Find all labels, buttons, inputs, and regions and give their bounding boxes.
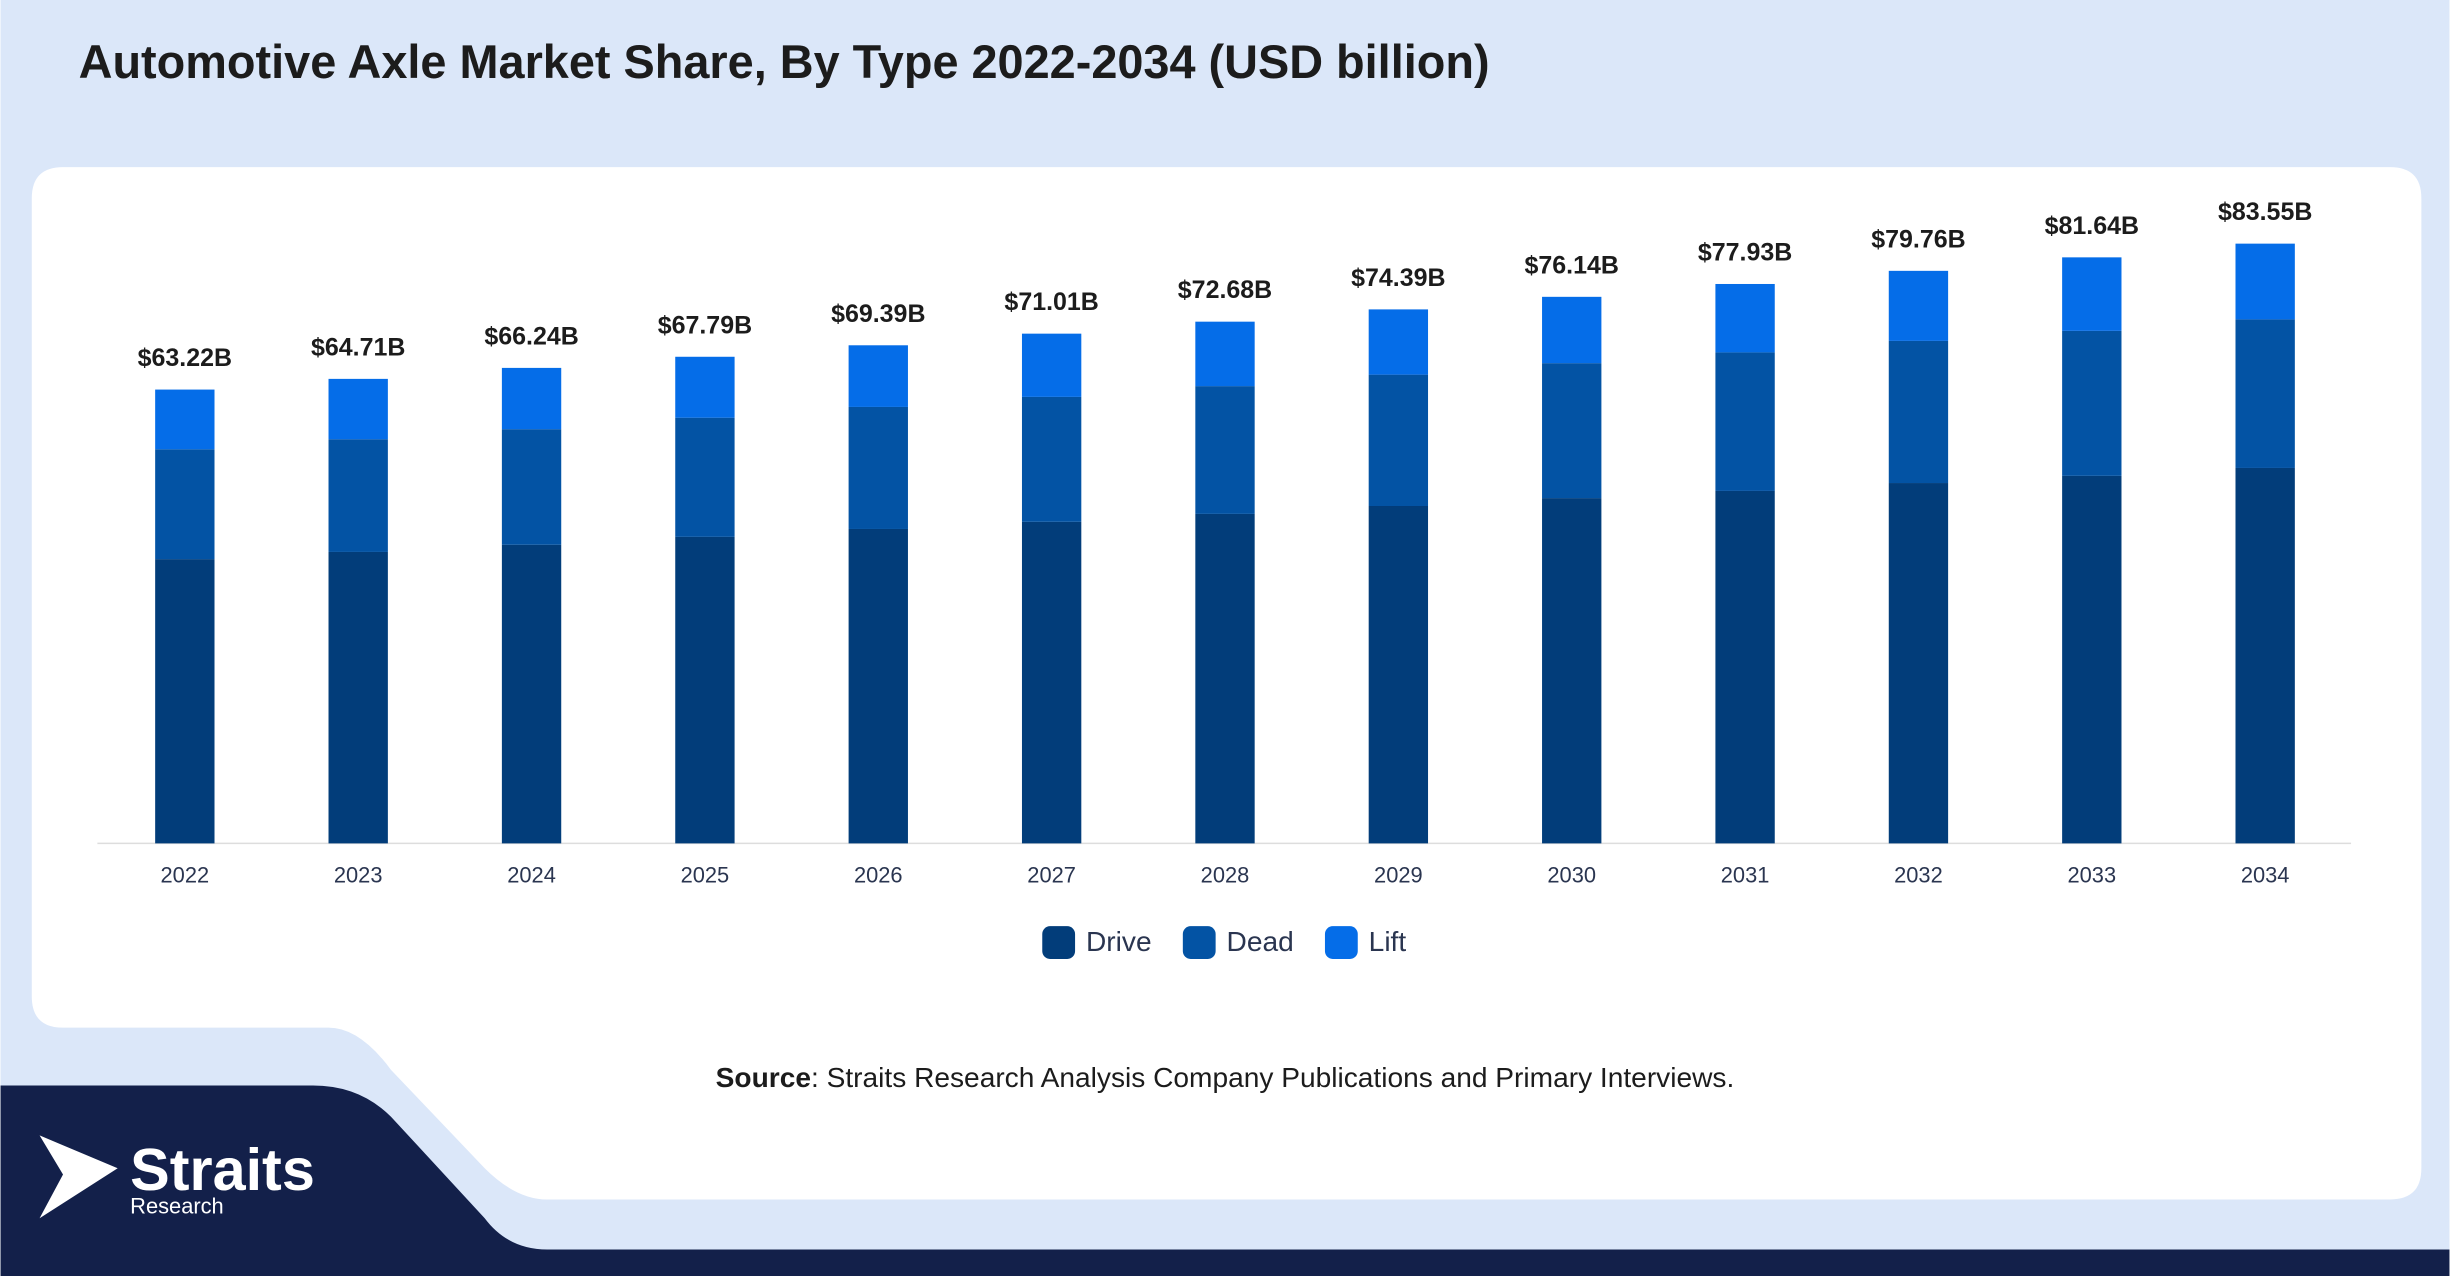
chart-title: Automotive Axle Market Share, By Type 20… <box>79 36 1490 88</box>
x-tick-label: 2024 <box>507 862 556 887</box>
bar-segment <box>2235 243 2295 320</box>
logo-icon <box>39 1135 118 1219</box>
footer-band <box>0 1085 2450 1276</box>
total-label: $63.22B <box>138 344 232 372</box>
x-tick-label: 2026 <box>854 862 903 887</box>
x-tick-label: 2034 <box>2241 862 2290 887</box>
x-tick-label: 2028 <box>1201 862 1250 887</box>
bar-segment <box>155 449 215 560</box>
bar-segment <box>1368 309 1429 375</box>
source-note: Source: Straits Research Analysis Compan… <box>716 1062 1735 1093</box>
total-label: $74.39B <box>1351 264 1445 292</box>
bar-segment <box>2062 330 2122 476</box>
bar-segment <box>2062 257 2122 331</box>
bar-segment <box>2235 467 2295 844</box>
bar-segment <box>501 429 562 545</box>
total-label: $69.39B <box>831 300 925 328</box>
total-label: $83.55B <box>2218 198 2312 226</box>
brand-name: Straits <box>130 1136 315 1203</box>
bar-segment <box>675 356 735 418</box>
x-tick-label: 2032 <box>1894 862 1943 887</box>
x-tick-label: 2023 <box>334 862 383 887</box>
source-label: Source <box>716 1062 811 1093</box>
bar-segment <box>328 378 388 440</box>
total-label: $72.68B <box>1178 276 1272 304</box>
bar-segment <box>1542 296 1602 364</box>
brand-sub: Research <box>130 1194 224 1219</box>
bar-segment <box>1021 396 1082 522</box>
bar-segment <box>675 536 735 844</box>
bar-segment <box>848 406 908 529</box>
x-tick-label: 2022 <box>161 862 210 887</box>
source-text: : Straits Research Analysis Company Publ… <box>811 1062 1734 1093</box>
bar-segment <box>675 417 735 537</box>
bar-segment <box>1368 374 1429 507</box>
bar-segment <box>1715 283 1775 353</box>
bar-segment <box>1542 363 1602 499</box>
bar-segment <box>155 559 215 844</box>
legend-label: Drive <box>1086 926 1152 957</box>
bar-segment <box>1021 333 1082 397</box>
total-label: $66.24B <box>484 322 578 350</box>
x-tick-label: 2030 <box>1547 862 1596 887</box>
total-label: $76.14B <box>1525 251 1619 279</box>
bar-segment <box>1888 340 1949 484</box>
bar-segment <box>1888 483 1949 844</box>
bar-segment <box>328 551 388 844</box>
total-label: $77.93B <box>1698 239 1792 267</box>
x-tick-label: 2027 <box>1027 862 1076 887</box>
bar-segment <box>1715 352 1775 491</box>
x-tick-label: 2031 <box>1721 862 1770 887</box>
bar-segment <box>1542 498 1602 844</box>
legend-label: Dead <box>1227 926 1294 957</box>
x-tick-label: 2029 <box>1374 862 1423 887</box>
bar-segment <box>1195 513 1255 844</box>
legend-swatch <box>1042 926 1076 959</box>
total-label: $81.64B <box>2045 212 2139 240</box>
total-label: $71.01B <box>1004 288 1098 316</box>
bar-segment <box>501 367 562 430</box>
bar-segment <box>1021 521 1082 844</box>
x-tick-label: 2033 <box>2067 862 2116 887</box>
bar-segment <box>1368 506 1429 844</box>
bar-segment <box>848 528 908 844</box>
total-label: $64.71B <box>311 333 405 361</box>
bar-segment <box>501 544 562 844</box>
x-tick-label: 2025 <box>681 862 730 887</box>
bar-segment <box>1888 270 1949 341</box>
bar-segment <box>328 439 388 552</box>
bar-segment <box>2235 319 2295 468</box>
legend-swatch <box>1182 926 1216 959</box>
total-label: $79.76B <box>1871 225 1965 253</box>
bar-segment <box>1715 490 1775 844</box>
bar-segment <box>155 389 215 450</box>
bar-segment <box>2062 475 2122 844</box>
legend-label: Lift <box>1369 926 1407 957</box>
total-label: $67.79B <box>658 311 752 339</box>
bar-segment <box>1195 386 1255 514</box>
bar-segment <box>1195 321 1255 387</box>
bar-segment <box>848 345 908 407</box>
legend-swatch <box>1324 926 1358 959</box>
